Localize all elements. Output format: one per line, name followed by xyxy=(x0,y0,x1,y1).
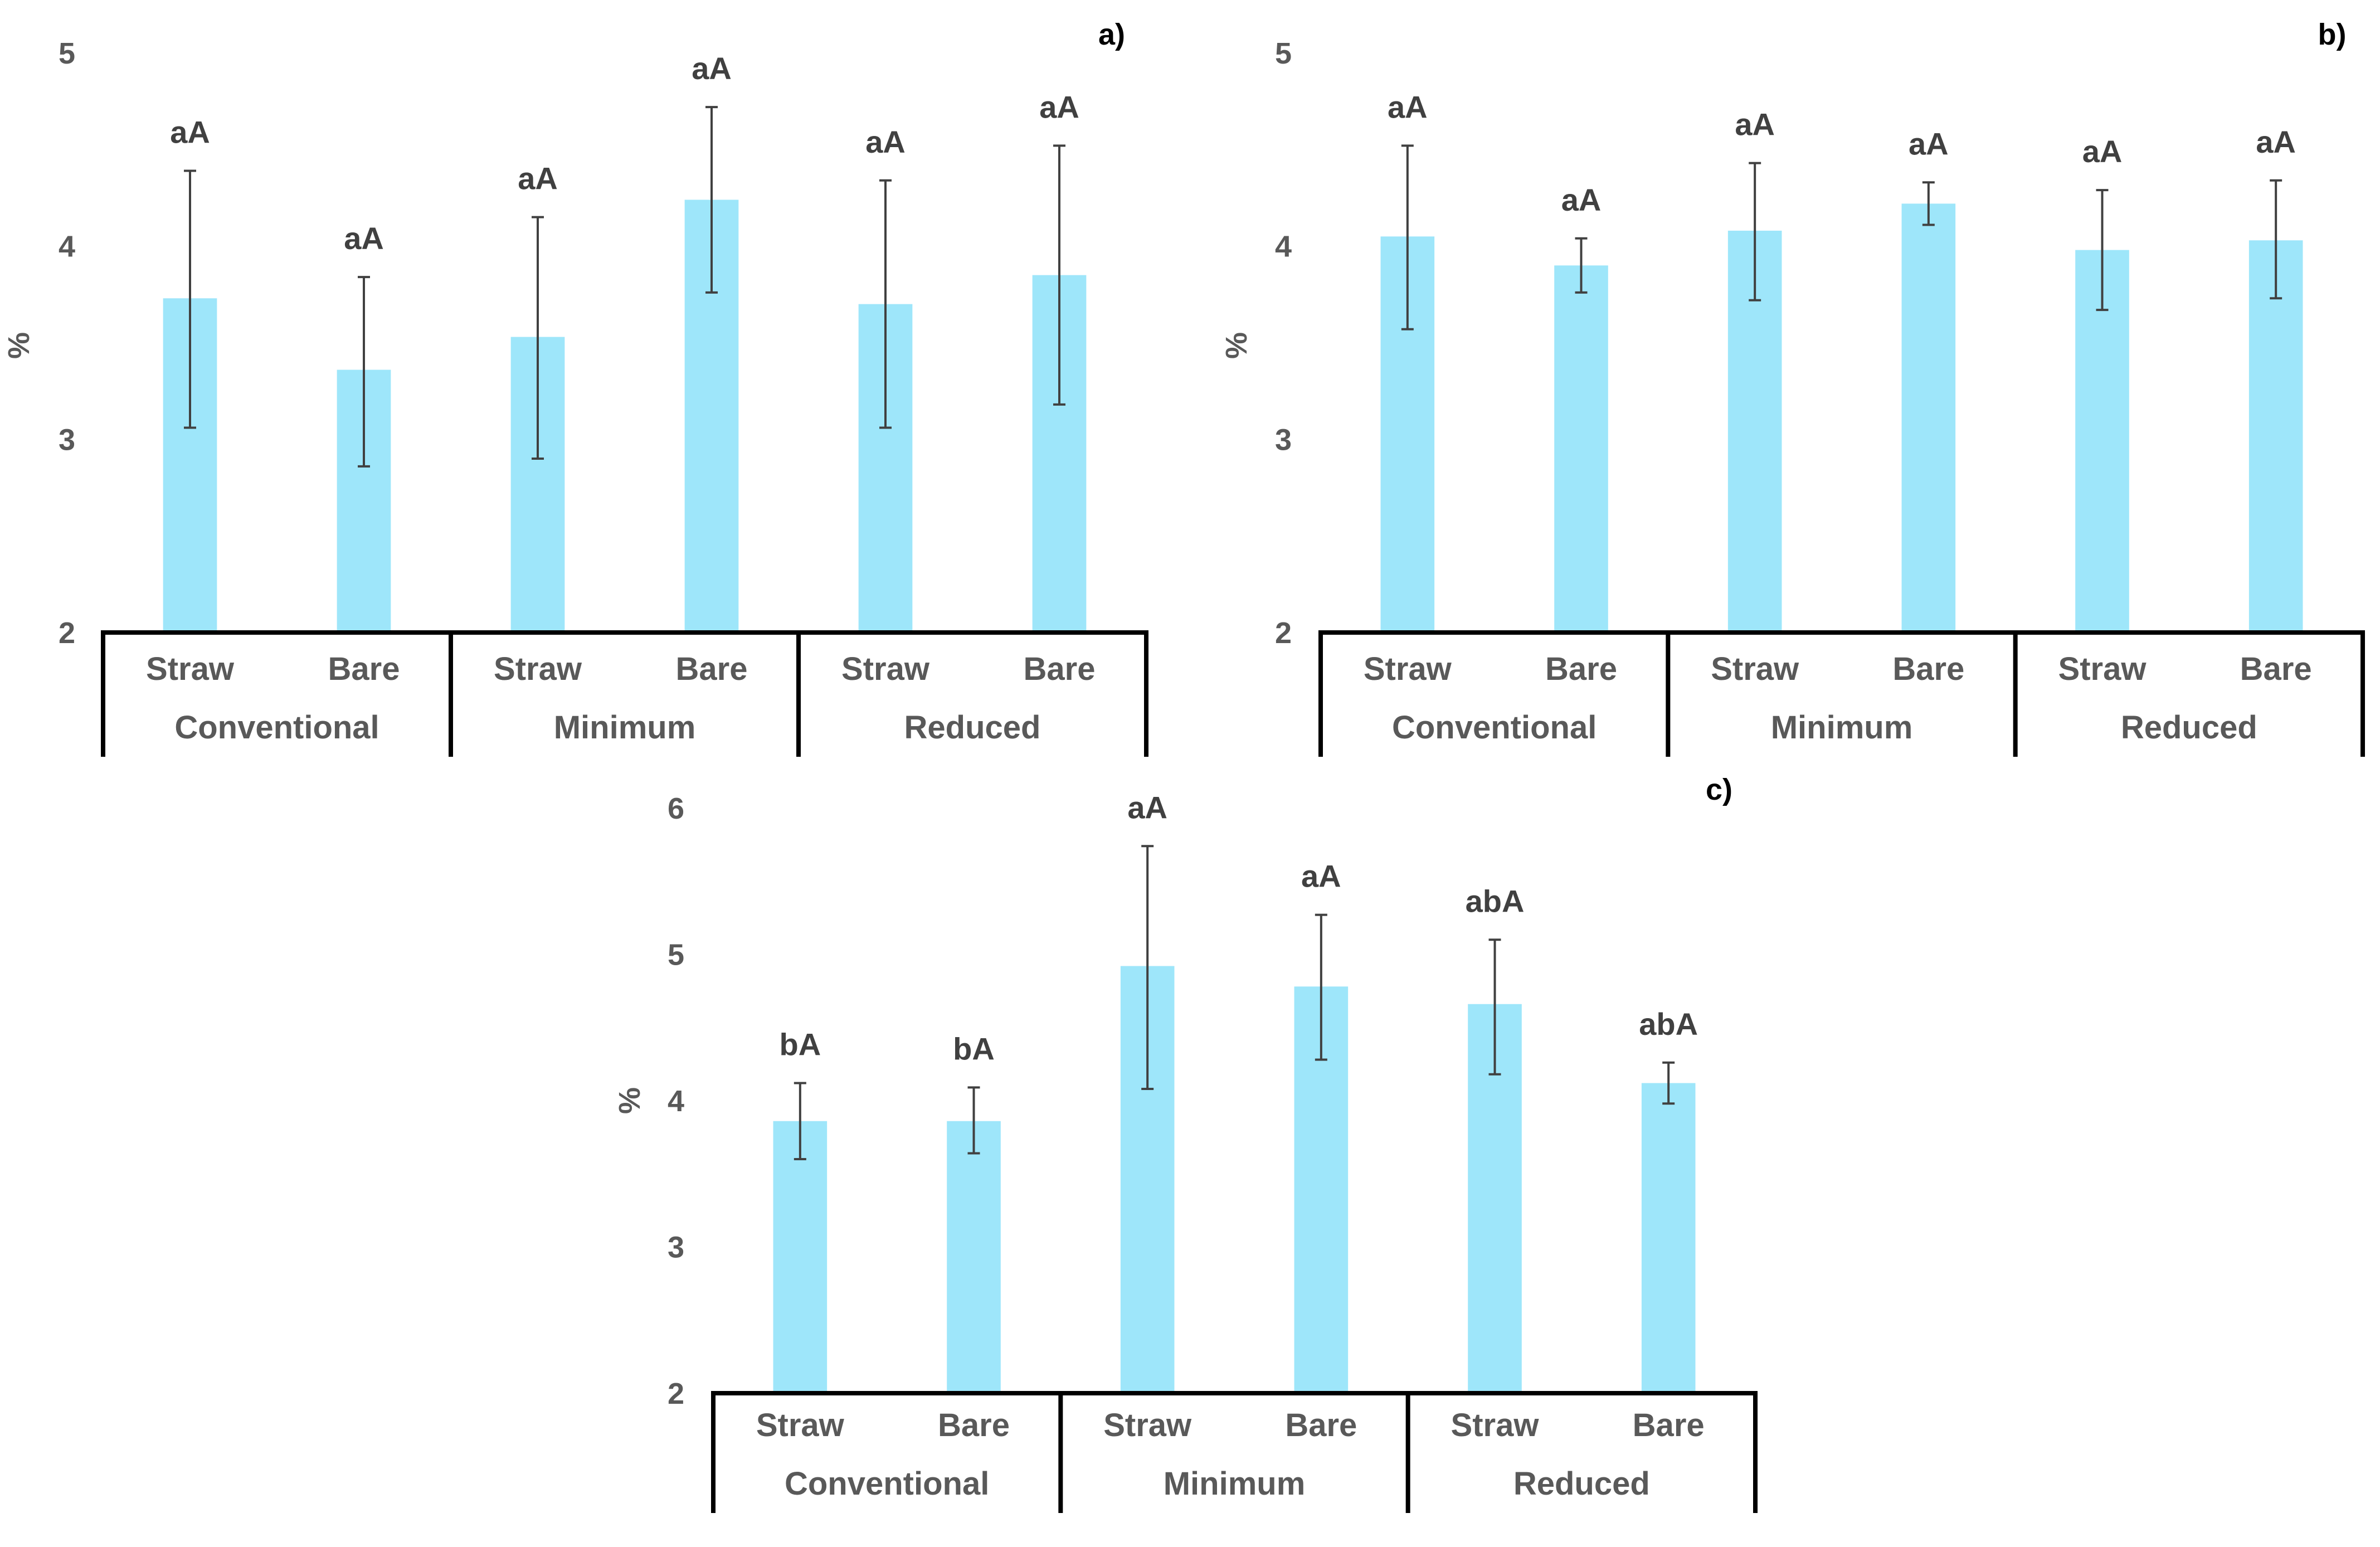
panel-b-category-label-6: Bare xyxy=(2240,651,2312,687)
panel-c-y-tick-label: 5 xyxy=(668,938,684,972)
panel-a-significance-label-6: aA xyxy=(1039,89,1079,124)
panel-a-significance-label-3: aA xyxy=(518,161,558,196)
panel-b-y-axis-label: % xyxy=(1220,332,1253,359)
panel-b-bar-5 xyxy=(2075,250,2129,633)
panel-a-y-tick-label: 3 xyxy=(59,423,75,456)
panel-c-y-tick-label: 2 xyxy=(668,1377,684,1410)
panel-c-bar-2 xyxy=(947,1121,1001,1393)
panel-c-bar-6 xyxy=(1641,1083,1696,1393)
panel-b-category-label-1: Straw xyxy=(1364,651,1452,687)
panel-b-group-label-2: Minimum xyxy=(1771,709,1913,746)
panel-a-y-axis-label: % xyxy=(2,332,36,359)
panel-b-y-tick-label: 2 xyxy=(1275,616,1292,650)
panel-a-category-label-6: Bare xyxy=(1024,651,1096,687)
panel-b-significance-label-2: aA xyxy=(1561,182,1602,217)
panel-b-category-label-2: Bare xyxy=(1545,651,1617,687)
panel-c-group-label-2: Minimum xyxy=(1164,1466,1306,1502)
panel-c-category-label-2: Bare xyxy=(938,1407,1010,1443)
panel-c-category-label-6: Bare xyxy=(1633,1407,1705,1443)
panel-a-significance-label-1: aA xyxy=(170,114,210,149)
panel-b-group-label-3: Reduced xyxy=(2121,709,2257,746)
panel-c-label: c) xyxy=(1706,773,1732,806)
panel-c-significance-label-4: aA xyxy=(1301,859,1341,894)
panel-c-significance-label-1: bA xyxy=(780,1027,821,1062)
panel-b-bar-6 xyxy=(2248,240,2303,633)
panel-c-y-tick-label: 3 xyxy=(668,1231,684,1264)
panel-c-group-label-3: Reduced xyxy=(1513,1466,1650,1502)
panel-c-category-label-4: Bare xyxy=(1285,1407,1357,1443)
panel-b-category-label-5: Straw xyxy=(2058,651,2147,687)
panel-b-category-label-4: Bare xyxy=(1892,651,1964,687)
panel-c-significance-label-6: abA xyxy=(1639,1006,1698,1042)
panel-c-significance-label-2: bA xyxy=(953,1031,995,1066)
panel-c-y-tick-label: 4 xyxy=(668,1084,684,1118)
panel-c-bar-1 xyxy=(773,1121,828,1393)
panel-c-y-tick-label: 6 xyxy=(668,792,684,825)
panel-a-y-tick-label: 5 xyxy=(59,37,75,70)
panel-b-significance-label-6: aA xyxy=(2256,124,2296,159)
panel-c-category-label-5: Straw xyxy=(1451,1407,1540,1443)
panel-a-group-label-2: Minimum xyxy=(554,709,696,746)
panel-b-group-label-1: Conventional xyxy=(1392,709,1597,746)
panel-a-category-label-5: Straw xyxy=(841,651,930,687)
panel-a-y-tick-label: 2 xyxy=(59,616,75,650)
panel-c-y-axis-label: % xyxy=(613,1087,646,1114)
panel-a-group-label-3: Reduced xyxy=(904,709,1041,746)
panel-a-category-label-1: Straw xyxy=(146,651,235,687)
panel-b-significance-label-4: aA xyxy=(1909,126,1949,161)
panel-a-significance-label-2: aA xyxy=(344,221,384,256)
panel-b-significance-label-1: aA xyxy=(1388,89,1428,124)
panel-a-category-label-2: Bare xyxy=(328,651,400,687)
panel-a-category-label-4: Bare xyxy=(676,651,748,687)
panel-b-label: b) xyxy=(2318,18,2347,51)
panel-b-bar-2 xyxy=(1554,265,1608,633)
panel-c-category-label-1: Straw xyxy=(756,1407,845,1443)
panel-b-y-tick-label: 5 xyxy=(1275,37,1292,70)
panel-c-significance-label-5: abA xyxy=(1466,883,1525,918)
panel-b-significance-label-5: aA xyxy=(2082,134,2123,169)
panel-b-category-label-3: Straw xyxy=(1711,651,1799,687)
panel-a-y-tick-label: 4 xyxy=(59,230,75,264)
panel-b-significance-label-3: aA xyxy=(1735,107,1775,142)
panel-a-label: a) xyxy=(1098,18,1125,51)
panel-a-significance-label-5: aA xyxy=(865,124,906,159)
panel-c-significance-label-3: aA xyxy=(1127,790,1167,825)
panel-c-category-label-3: Straw xyxy=(1103,1407,1192,1443)
panel-b-y-tick-label: 3 xyxy=(1275,423,1292,456)
panel-a-significance-label-4: aA xyxy=(692,51,732,86)
panel-a-category-label-3: Straw xyxy=(494,651,582,687)
panel-b-y-tick-label: 4 xyxy=(1275,230,1292,264)
panel-b-bar-4 xyxy=(1901,203,1956,633)
panel-a-group-label-1: Conventional xyxy=(174,709,379,746)
panel-c-group-label-1: Conventional xyxy=(785,1466,989,1502)
